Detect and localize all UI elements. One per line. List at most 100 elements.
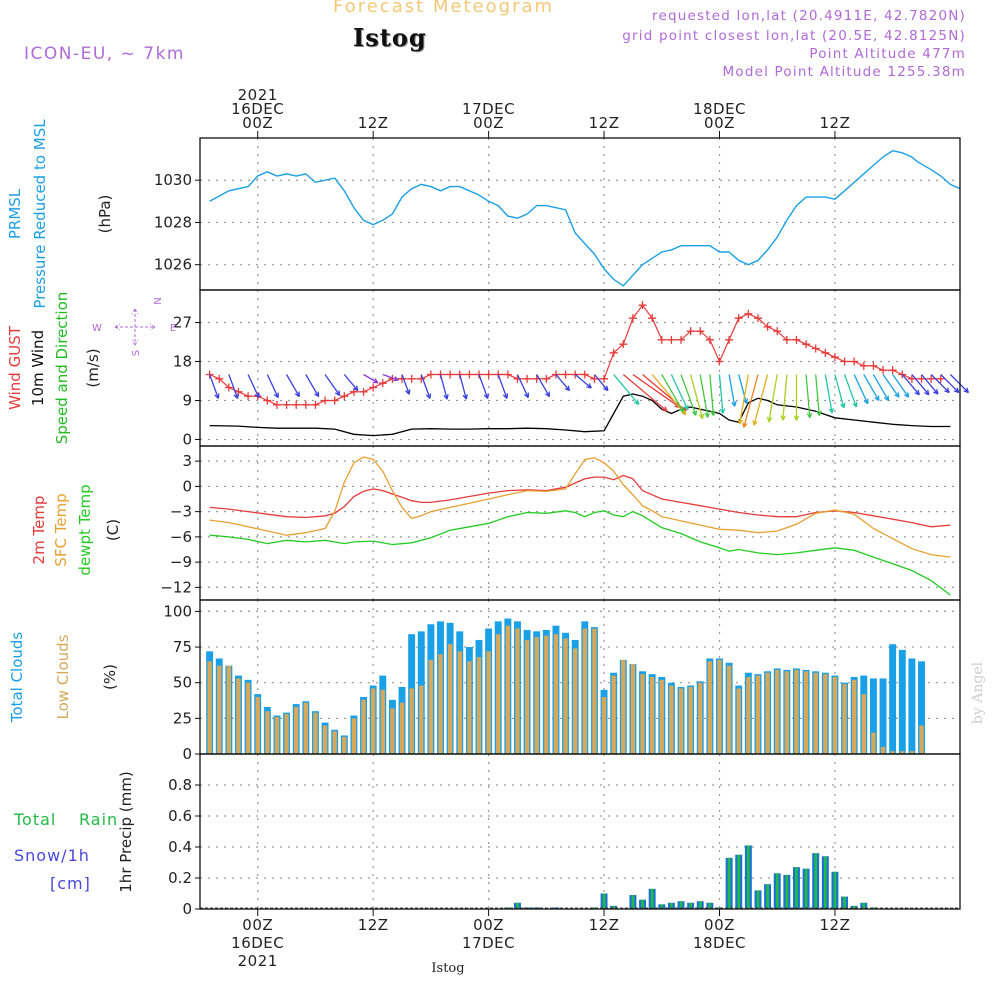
wind-arrow <box>930 374 950 393</box>
low-cloud-bar <box>342 736 347 754</box>
gust-marker <box>879 366 888 375</box>
wind-arrow <box>363 373 379 384</box>
gust-marker <box>744 309 753 318</box>
precip-rain-bar <box>737 854 741 909</box>
y-tick-label: 0 <box>182 431 192 449</box>
wind-arrow <box>439 374 448 400</box>
wind-arrow <box>738 374 749 425</box>
low-cloud-bar <box>332 731 337 754</box>
wind-arrow-head <box>840 402 846 409</box>
y-tick-label: −9 <box>170 553 192 571</box>
precip-rain-bar <box>718 907 721 909</box>
bottom-time-label: 00Z <box>704 916 735 934</box>
gust-marker <box>763 322 772 331</box>
y-tick-label: 3 <box>182 452 192 470</box>
gust-marker <box>782 335 791 344</box>
dewpt-axis-label: dewpt Temp <box>76 484 94 575</box>
low-cloud-bar <box>601 696 607 754</box>
low-cloud-bar <box>842 684 847 754</box>
cloud-unit-label: (%) <box>101 664 119 690</box>
wind-arrow <box>382 373 399 381</box>
location-title: Istog <box>353 23 427 52</box>
gust-marker <box>917 374 926 383</box>
low-cloud-bar <box>717 659 722 754</box>
low-cloud-bar <box>784 671 789 754</box>
total-cloud-bar <box>898 649 906 754</box>
gust-marker <box>677 335 686 344</box>
low-cloud-bar <box>380 689 385 754</box>
gust-marker <box>802 340 811 349</box>
gust-marker <box>657 335 666 344</box>
requested-coords: requested lon,lat (20.4911E, 42.7820N) <box>652 8 966 24</box>
precip-rain-bar <box>698 901 702 909</box>
low-cloud-bar <box>746 677 751 754</box>
wind-arrow <box>709 374 715 416</box>
wind-arrow <box>661 374 685 413</box>
low-cloud-bar <box>871 732 876 754</box>
y-tick-label: 0.2 <box>168 869 192 887</box>
legend-rain: Rain <box>79 810 118 829</box>
wind-arrow-head <box>698 413 705 420</box>
gust-marker <box>561 370 570 379</box>
low-cloud-bar <box>351 718 357 754</box>
wind-arrow-head <box>502 393 509 399</box>
wind-arrow <box>728 374 736 407</box>
wind-arrow <box>420 374 431 399</box>
model-point-altitude: Model Point Altitude 1255.38m <box>722 64 966 80</box>
gust-marker <box>850 357 859 366</box>
chart-title: Forecast Meteogram <box>333 0 555 17</box>
wind-arrow <box>622 374 668 412</box>
wind-arrow <box>574 374 592 389</box>
wind-arrow-head <box>335 390 341 396</box>
low-cloud-bar <box>852 679 857 754</box>
wind-arrow <box>324 374 341 396</box>
wind-arrow-head <box>742 422 748 428</box>
wind-arrow-head <box>828 407 835 414</box>
gust-marker <box>369 383 378 392</box>
precip-rain-bar <box>833 871 837 909</box>
gust-marker <box>907 374 916 383</box>
precip-rain-bar <box>641 899 644 909</box>
gust-marker <box>330 396 339 405</box>
total-cloud-bar <box>918 661 925 754</box>
precip-rain-bar <box>795 867 798 909</box>
gust-marker <box>792 335 801 344</box>
point-altitude: Point Altitude 477m <box>809 46 966 62</box>
y-tick-label: 0 <box>182 900 192 918</box>
temp-unit-label: (C) <box>104 519 122 541</box>
wind-10m-axis-label: 10m Wind <box>29 330 47 406</box>
bottom-time-label: 12Z <box>589 916 620 934</box>
bottom-time-label: 12Z <box>819 916 850 934</box>
compass-rose <box>114 308 156 346</box>
wind-arrow <box>555 374 570 392</box>
gust-marker <box>686 327 695 336</box>
gust-marker <box>263 396 272 405</box>
wind-arrow-head <box>633 399 640 405</box>
y-tick-label: 18 <box>173 353 192 371</box>
low-cloud-bar <box>467 661 472 754</box>
low-cloud-bar <box>419 685 424 754</box>
gust-marker <box>773 327 782 336</box>
low-cloud-bar <box>669 685 674 754</box>
low-cloud-bar <box>255 696 260 754</box>
wind-arrow-head <box>425 393 432 399</box>
precip-rain-bar <box>814 853 818 909</box>
gust-marker <box>474 370 483 379</box>
wind-speed-dir-axis-label: Speed and Direction <box>53 292 71 445</box>
low-cloud-bar <box>399 702 405 754</box>
gust-marker <box>753 314 762 323</box>
wind-arrow-head <box>393 376 399 382</box>
low-cloud-bar <box>890 751 895 754</box>
wind-arrow <box>901 374 920 396</box>
bottom-time-label: 00Z <box>473 916 504 934</box>
low-cloud-bar <box>832 677 838 754</box>
low-cloud-bar <box>390 708 395 754</box>
low-cloud-bar <box>582 628 587 754</box>
credit-watermark: by Angel <box>970 661 986 724</box>
wind-arrow-head <box>793 415 800 421</box>
gust-marker <box>426 370 435 379</box>
y-tick-label: 0.6 <box>168 807 192 825</box>
wind-arrow <box>805 374 811 418</box>
gust-marker <box>542 374 551 383</box>
wind-arrow <box>863 374 880 401</box>
